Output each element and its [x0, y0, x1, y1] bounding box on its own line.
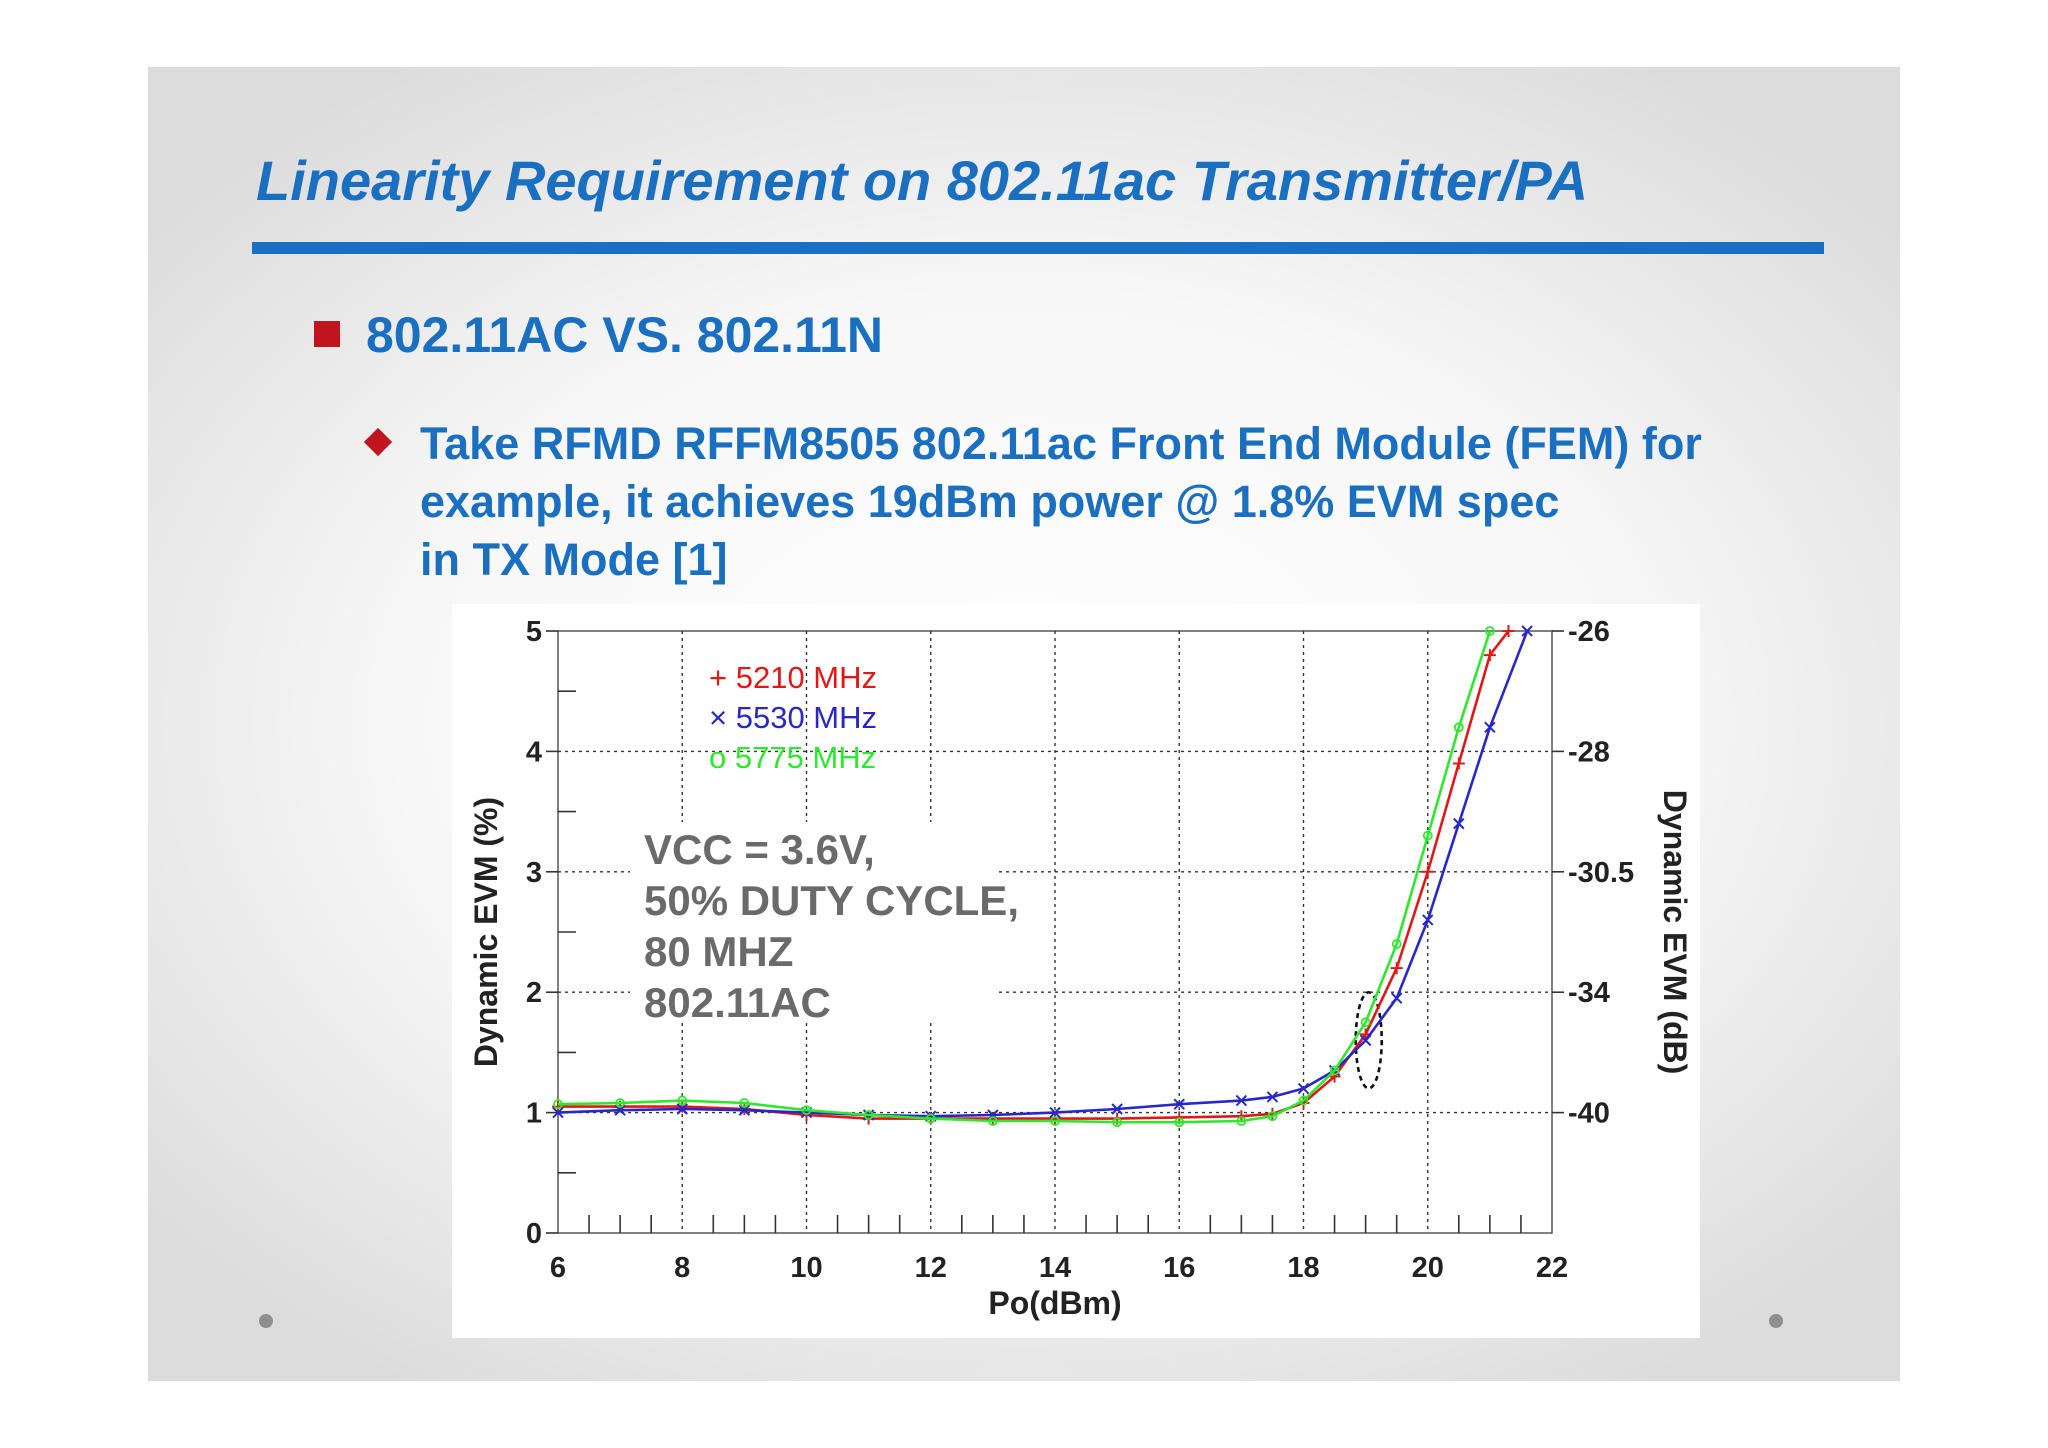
legend-entry: + 5210 MHz: [709, 660, 877, 695]
series-line: [557, 630, 1492, 1124]
y-tick-label: 4: [526, 736, 542, 768]
legend-entry: × 5530 MHz: [709, 700, 877, 735]
y-axis-right-label: Dynamic EVM (dB): [1657, 790, 1693, 1074]
series-point: [1390, 962, 1403, 975]
annotation-box: [630, 822, 998, 1022]
series-point: [1422, 830, 1433, 841]
y-tick-label: 5: [526, 616, 542, 648]
y-axis-label: Dynamic EVM (%): [468, 797, 504, 1067]
series-point: [738, 1104, 751, 1116]
series-point: [615, 1098, 626, 1108]
title-underline: [252, 242, 1824, 254]
series-point: [553, 1099, 563, 1110]
y-right-tick-label: -34: [1568, 977, 1610, 1009]
y-right-tick-label: -40: [1568, 1098, 1610, 1130]
annotation-line: VCC = 3.6V,: [644, 826, 875, 873]
series-point: [676, 1100, 689, 1113]
series-point: [1521, 625, 1533, 637]
highlight-ellipse: [1354, 991, 1384, 1090]
series-point: [1050, 1116, 1060, 1126]
series-point: [1359, 1034, 1372, 1047]
series-point: [1266, 1091, 1279, 1103]
series-point: [1422, 914, 1434, 926]
series-point: [1111, 1103, 1123, 1115]
y-tick-label: 1: [526, 1098, 542, 1130]
bullet-text-line-3: in TX Mode [1]: [420, 534, 728, 585]
series-point: [1049, 1106, 1061, 1119]
series-point: [987, 1116, 998, 1126]
x-tick-label: 18: [1287, 1252, 1319, 1284]
bullet-text-line-1: Take RFMD RFFM8505 802.11ac Front End Mo…: [420, 418, 1702, 469]
slide-title: Linearity Requirement on 802.11ac Transm…: [256, 149, 1589, 212]
series-point: [677, 1095, 688, 1106]
bullet-text-line-2: example, it achieves 19dBm power @ 1.8% …: [420, 476, 1560, 527]
series-point: [1390, 992, 1403, 1004]
series-point: [1360, 1017, 1371, 1028]
y-right-tick-label: -28: [1568, 736, 1610, 768]
annotation-line: 802.11AC: [644, 979, 831, 1026]
series-point: [1421, 865, 1434, 878]
x-tick-label: 16: [1163, 1252, 1195, 1284]
series-point: [552, 1106, 564, 1119]
series-point: [1235, 1094, 1248, 1107]
x-axis-label: Po(dBm): [988, 1285, 1121, 1321]
square-bullet-icon: [314, 321, 340, 347]
series-point: [1329, 1065, 1340, 1076]
series-point: [1452, 757, 1465, 770]
x-tick-label: 12: [915, 1252, 947, 1284]
y-right-tick-label: -30.5: [1568, 857, 1634, 889]
evm-chart: 6 8 10 12 14 16 18 20 22 0 1 2 3 4 5 -40 -34 -30.5 -28 -26 …: [452, 604, 1700, 1338]
series-point: [676, 1103, 688, 1115]
slide-nav-dot-right: [1769, 1314, 1783, 1328]
series-point: [1502, 625, 1515, 637]
x-tick-label: 20: [1412, 1252, 1444, 1284]
series-point: [1174, 1117, 1185, 1128]
series-point: [1483, 649, 1496, 662]
series-point: [1173, 1098, 1185, 1110]
x-tick-label: 8: [674, 1252, 690, 1284]
y-tick-label: 3: [526, 857, 542, 889]
series-point: [614, 1104, 626, 1116]
x-tick-label: 22: [1536, 1252, 1568, 1284]
series-point: [1453, 722, 1464, 733]
slide-nav-dot-left: [259, 1314, 273, 1328]
series-point: [801, 1105, 812, 1116]
series-point: [1453, 817, 1465, 830]
series-point: [925, 1113, 936, 1124]
y-tick-label: 0: [526, 1218, 542, 1250]
series-point: [1112, 1117, 1123, 1128]
series-point: [1298, 1095, 1309, 1106]
legend-entry: o 5775 MHz: [709, 740, 876, 775]
series-point: [1236, 1116, 1247, 1126]
series-point: [863, 1110, 874, 1120]
x-tick-label: 10: [790, 1252, 822, 1284]
series-point: [1267, 1111, 1278, 1122]
y-tick-label: 2: [526, 977, 542, 1009]
series-point: [739, 1098, 750, 1108]
series-point: [1328, 1070, 1341, 1083]
x-tick-label: 6: [550, 1252, 566, 1284]
series-point: [1484, 721, 1496, 734]
series-point: [1484, 626, 1495, 636]
bullet-heading: 802.11AC VS. 802.11N: [366, 307, 884, 363]
y-right-tick-label: -26: [1568, 616, 1610, 648]
annotation-line: 80 MHZ: [644, 928, 793, 975]
x-tick-label: 14: [1039, 1252, 1071, 1284]
evm-chart-svg: 6 8 10 12 14 16 18 20 22012345-40-34-30.5-28-26 …: [468, 616, 1693, 1321]
series-point: [1391, 939, 1402, 949]
series-point: [1297, 1082, 1310, 1095]
annotation-line: 50% DUTY CYCLE,: [644, 877, 1019, 924]
